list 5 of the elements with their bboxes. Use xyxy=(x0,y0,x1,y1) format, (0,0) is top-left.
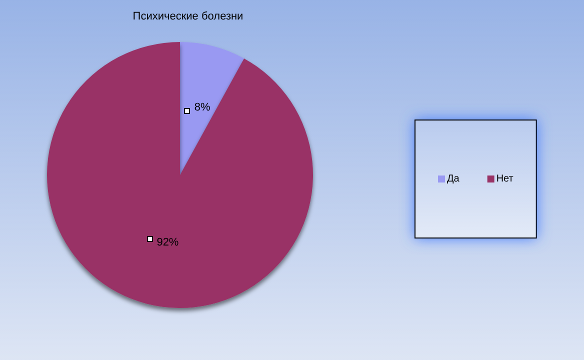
data-label: 92% xyxy=(156,236,179,248)
legend-label: Да xyxy=(447,174,460,184)
data-label: 8% xyxy=(194,102,210,114)
legend-label: Нет xyxy=(496,174,514,184)
chart-title: Психические болезни xyxy=(132,10,244,22)
